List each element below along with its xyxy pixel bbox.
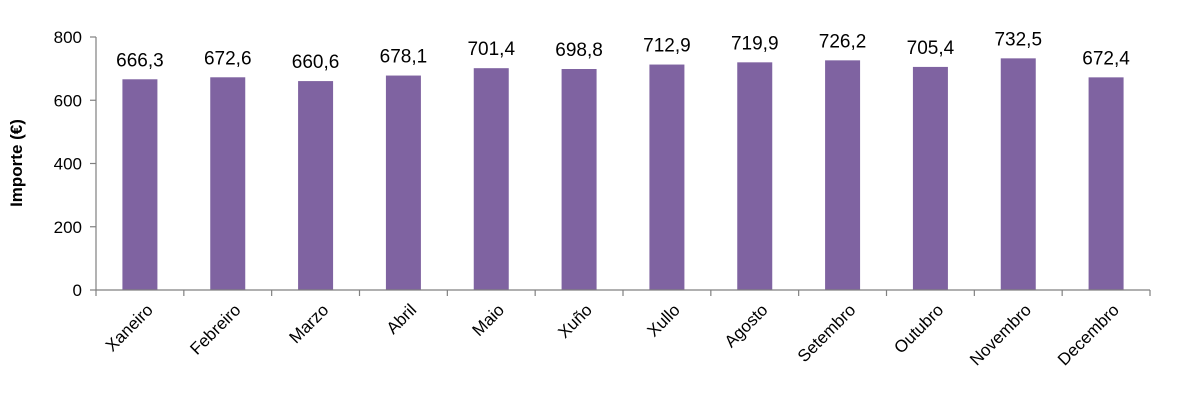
- bars: [122, 58, 1124, 290]
- bar-decembro: [1088, 77, 1124, 290]
- y-tick-label: 400: [54, 155, 82, 174]
- x-tick-label: Xaneiro: [102, 300, 157, 355]
- bar-xuño: [561, 69, 597, 290]
- value-label: 698,8: [555, 40, 603, 61]
- bar-marzo: [298, 81, 334, 290]
- value-label: 726,2: [819, 31, 867, 52]
- value-label: 672,6: [204, 48, 252, 69]
- x-tick-label: Maio: [469, 300, 508, 339]
- value-label: 712,9: [643, 36, 691, 57]
- bar-agosto: [737, 62, 773, 290]
- y-tick-label: 0: [73, 281, 82, 300]
- x-tick-label: Setembro: [794, 300, 860, 366]
- y-axis-ticks: 0 200 400 600 800: [54, 28, 96, 300]
- value-label: 666,3: [116, 50, 164, 71]
- x-tick-label: Agosto: [721, 300, 772, 351]
- bar-maio: [473, 68, 509, 290]
- bar-febreiro: [210, 77, 246, 290]
- y-axis-title: Importe (€): [7, 119, 26, 207]
- value-label: 660,6: [292, 52, 340, 73]
- bar-setembro: [825, 60, 861, 290]
- bar-outubro: [912, 66, 948, 290]
- value-label: 732,5: [994, 29, 1042, 50]
- bar-xullo: [649, 64, 685, 290]
- x-tick-label: Decembro: [1054, 300, 1123, 369]
- value-label: 701,4: [467, 39, 515, 60]
- x-tick-label: Xuño: [554, 300, 596, 342]
- x-tick-label: Febreiro: [186, 300, 244, 358]
- bar-abril: [385, 75, 421, 290]
- value-label: 719,9: [731, 33, 779, 54]
- x-tick-label: Xullo: [644, 300, 684, 340]
- y-tick-label: 600: [54, 91, 82, 110]
- x-axis-labels: Xaneiro Febreiro Marzo Abril Maio Xuño Xullo Ag…: [95, 290, 1151, 369]
- value-label: 705,4: [907, 38, 955, 59]
- value-labels: 666,3 672,6 660,6 678,1 701,4 698,8 712,9 719,9…: [116, 29, 1130, 73]
- x-tick-label: Marzo: [286, 300, 333, 347]
- value-label: 678,1: [380, 47, 428, 68]
- y-tick-label: 200: [54, 218, 82, 237]
- y-tick-label: 800: [54, 28, 82, 47]
- x-tick-label: Outubro: [890, 300, 947, 357]
- bar-novembro: [1000, 58, 1036, 290]
- value-label: 672,4: [1082, 48, 1130, 69]
- x-tick-label: Novembro: [966, 300, 1035, 369]
- x-tick-label: Abril: [383, 300, 420, 337]
- bar-xaneiro: [122, 79, 158, 290]
